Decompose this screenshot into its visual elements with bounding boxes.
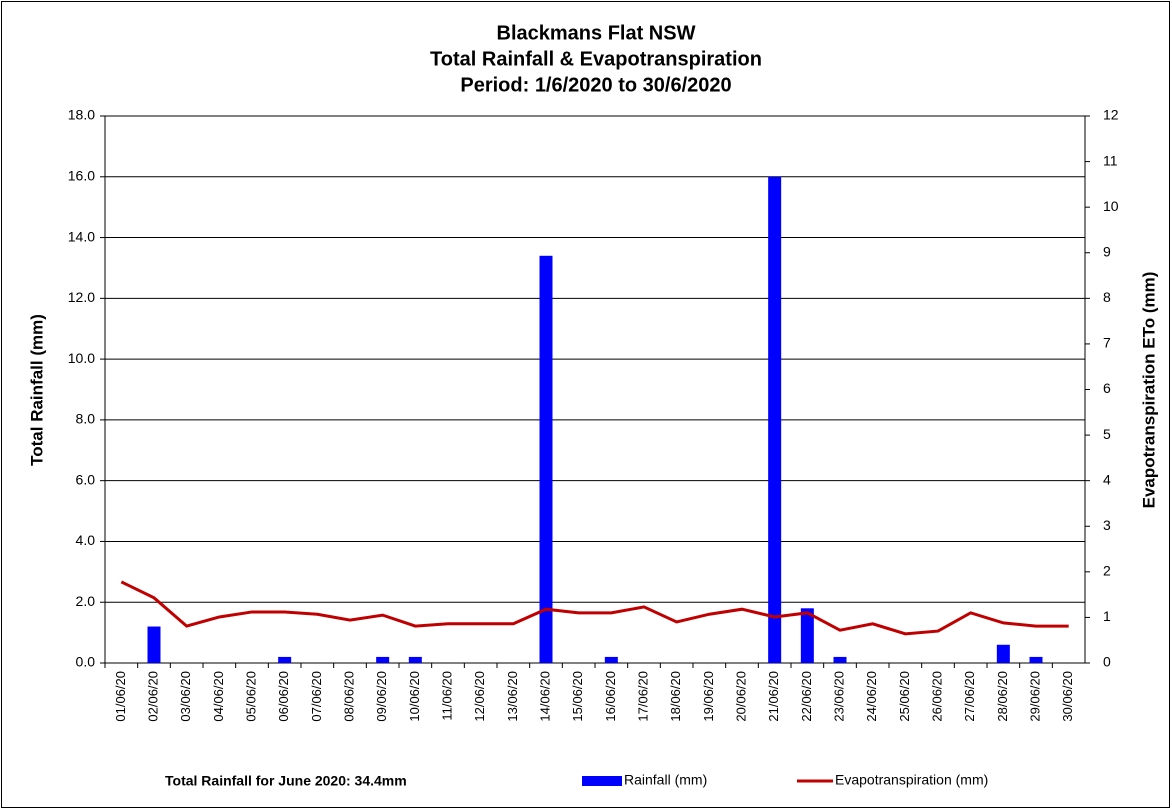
x-tick-label: 22/06/20 [799, 671, 814, 722]
x-tick-label: 06/06/20 [276, 671, 291, 722]
x-tick-label: 23/06/20 [831, 671, 846, 722]
x-tick-label: 15/06/20 [570, 671, 585, 722]
chart-title: Blackmans Flat NSW [497, 22, 696, 44]
y2-tick-label: 2 [1103, 563, 1111, 579]
x-tick-label: 12/06/20 [472, 671, 487, 722]
y-tick-label: 14.0 [68, 228, 95, 244]
y2-tick-label: 6 [1103, 380, 1111, 396]
x-tick-label: 03/06/20 [178, 671, 193, 722]
legend-swatch [582, 776, 622, 786]
bar [408, 656, 422, 663]
bar [539, 255, 553, 664]
x-tick-label: 20/06/20 [733, 671, 748, 722]
x-tick-label: 28/06/20 [995, 671, 1010, 722]
y2-tick-label: 11 [1103, 152, 1118, 168]
x-tick-label: 17/06/20 [635, 671, 650, 722]
y2-tick-label: 8 [1103, 289, 1111, 305]
y-tick-label: 16.0 [68, 167, 95, 183]
plot-area [104, 115, 1086, 664]
x-tick-label: 08/06/20 [341, 671, 356, 722]
y2-tick-label: 0 [1103, 654, 1111, 670]
bar [800, 608, 814, 663]
y-tick-label: 12.0 [68, 289, 95, 305]
y2-tick-label: 12 [1103, 107, 1119, 123]
chart-title: Period: 1/6/2020 to 30/6/2020 [460, 74, 731, 96]
bar [833, 656, 847, 663]
y-tick-label: 10.0 [68, 350, 95, 366]
x-tick-label: 18/06/20 [668, 671, 683, 722]
y-tick-label: 18.0 [68, 107, 95, 123]
y2-axis-title: Evapotranspiration ETo (mm) [1139, 272, 1158, 509]
y-tick-label: 4.0 [76, 532, 96, 548]
x-tick-label: 07/06/20 [309, 671, 324, 722]
y2-tick-label: 3 [1103, 517, 1111, 533]
x-tick-label: 14/06/20 [537, 671, 552, 722]
bar [996, 644, 1010, 663]
legend-label: Rainfall (mm) [624, 772, 707, 788]
x-tick-label: 04/06/20 [211, 671, 226, 722]
x-tick-label: 16/06/20 [603, 671, 618, 722]
line [120, 580, 1069, 636]
y-tick-label: 8.0 [76, 411, 96, 427]
y2-tick-label: 5 [1103, 426, 1111, 442]
chart-title: Total Rainfall & Evapotranspiration [430, 48, 762, 70]
bar [376, 656, 390, 663]
x-tick-label: 09/06/20 [374, 671, 389, 722]
x-tick-label: 27/06/20 [962, 671, 977, 722]
y-tick-label: 0.0 [76, 654, 96, 670]
bar [278, 656, 292, 663]
x-tick-label: 02/06/20 [145, 671, 160, 722]
y2-tick-label: 10 [1103, 198, 1119, 214]
y-tick-label: 2.0 [76, 593, 96, 609]
bar [768, 176, 782, 663]
x-tick-label: 13/06/20 [505, 671, 520, 722]
y-axis-title: Total Rainfall (mm) [27, 314, 46, 466]
y2-tick-label: 1 [1103, 608, 1111, 624]
legend-label: Evapotranspiration (mm) [835, 772, 988, 788]
y-tick-label: 6.0 [76, 471, 96, 487]
x-tick-label: 19/06/20 [701, 671, 716, 722]
x-tick-label: 25/06/20 [897, 671, 912, 722]
y2-tick-label: 4 [1103, 471, 1111, 487]
x-tick-label: 05/06/20 [243, 671, 258, 722]
x-tick-label: 21/06/20 [766, 671, 781, 722]
x-tick-label: 11/06/20 [439, 671, 454, 721]
x-tick-label: 24/06/20 [864, 671, 879, 722]
x-tick-label: 26/06/20 [929, 671, 944, 722]
bar [147, 626, 161, 663]
y2-tick-label: 7 [1103, 335, 1111, 351]
bar [1029, 656, 1043, 663]
x-tick-label: 30/06/20 [1060, 671, 1075, 722]
x-tick-label: 29/06/20 [1027, 671, 1042, 722]
x-tick-label: 01/06/20 [113, 671, 128, 722]
annotation: Total Rainfall for June 2020: 34.4mm [165, 773, 407, 789]
x-tick-label: 10/06/20 [407, 671, 422, 722]
bar [604, 656, 618, 663]
y2-tick-label: 9 [1103, 243, 1111, 259]
